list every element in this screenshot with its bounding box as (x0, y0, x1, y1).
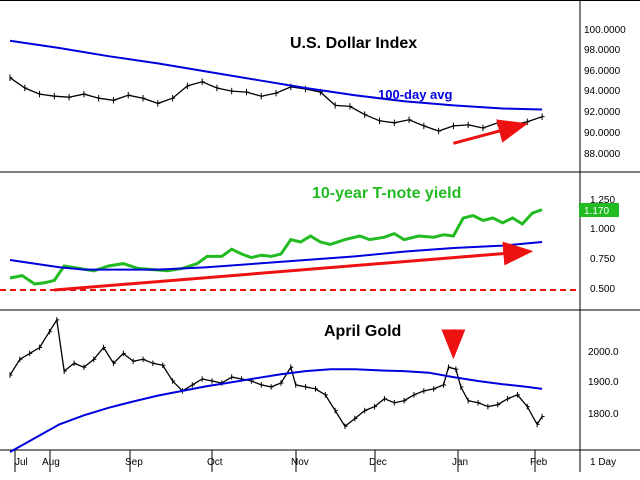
moving-average-line (9, 241, 543, 271)
y-tick-label: 1.000 (590, 224, 615, 235)
y-tick-label: 88.0000 (584, 149, 621, 160)
moving-average-line (9, 368, 543, 453)
tnote-y-axis-ticks: 1.250 1.000 0.750 0.500 (590, 195, 615, 295)
month-label: Nov (291, 457, 309, 468)
month-label: Feb (530, 457, 548, 468)
dollar-index-title: U.S. Dollar Index (290, 35, 417, 52)
y-tick-label: 100.0000 (584, 25, 626, 36)
moving-average-line (9, 39, 543, 111)
y-tick-label: 0.500 (590, 284, 615, 295)
month-label: Jan (452, 457, 468, 468)
yield-series-line (9, 208, 543, 286)
y-tick-label: 96.0000 (584, 66, 621, 77)
y-tick-label: 98.0000 (584, 45, 621, 56)
y-tick-label: 2000.0 (588, 347, 619, 358)
period-label: 1 Day (590, 457, 616, 468)
yield-value-box (579, 203, 619, 217)
price-series-line (9, 318, 543, 428)
month-label: Jul (15, 457, 28, 468)
month-label: Dec (369, 457, 387, 468)
month-label: Sep (125, 457, 143, 468)
month-label: Aug (42, 457, 60, 468)
price-series-line (9, 77, 543, 132)
tnote-yield-title: 10-year T-note yield (312, 185, 461, 202)
y-tick-label: 1800.0 (588, 409, 619, 420)
dollar-avg-label: 100-day avg (378, 87, 452, 102)
y-tick-label: 0.750 (590, 254, 615, 265)
plot-layer (0, 39, 580, 472)
month-label: Oct (207, 457, 223, 468)
trend-arrow (453, 119, 529, 145)
month-axis-labels: Jul Aug Sep Oct Nov Dec Jan Feb (15, 457, 548, 468)
y-tick-label: 1.250 (590, 195, 615, 206)
yield-value-label: 1.170 (584, 206, 609, 217)
gold-y-axis-ticks: 2000.0 1900.0 1800.0 (588, 347, 619, 420)
trend-arrow (54, 241, 534, 292)
y-tick-label: 1900.0 (588, 377, 619, 388)
y-tick-label: 92.0000 (584, 107, 621, 118)
gold-title: April Gold (324, 323, 401, 340)
y-tick-label: 94.0000 (584, 86, 621, 97)
y-tick-label: 90.0000 (584, 128, 621, 139)
dollar-y-axis-ticks: 100.0000 98.0000 96.0000 94.0000 92.0000… (584, 25, 626, 160)
